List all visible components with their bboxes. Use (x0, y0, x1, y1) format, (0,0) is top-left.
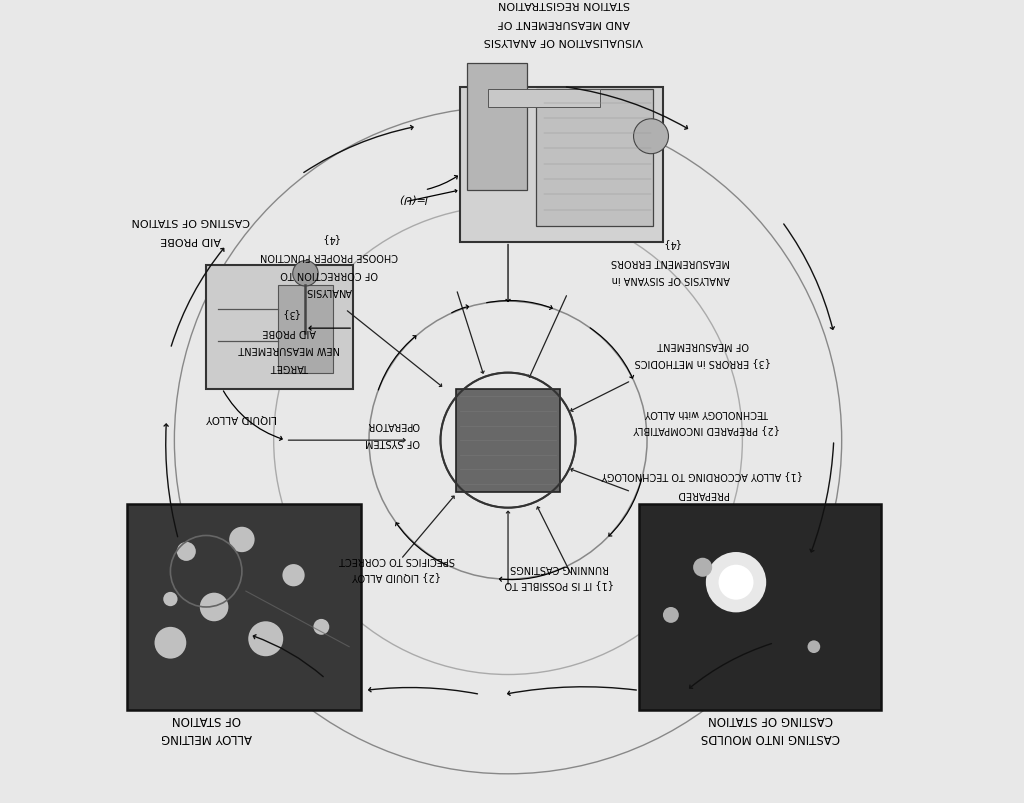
FancyBboxPatch shape (488, 90, 600, 108)
Text: OPERATOR: OPERATOR (367, 419, 419, 429)
Text: OF MEASUREMENT: OF MEASUREMENT (656, 340, 749, 350)
Text: SPECIFICS TO CORRECT: SPECIFICS TO CORRECT (339, 554, 455, 564)
FancyBboxPatch shape (536, 90, 653, 226)
Text: {4}: {4} (662, 239, 680, 249)
FancyBboxPatch shape (127, 504, 361, 711)
Circle shape (229, 527, 255, 552)
Circle shape (248, 622, 284, 656)
Circle shape (719, 565, 754, 600)
Text: OF STATION: OF STATION (172, 712, 241, 725)
Text: TECHNOLOGY with ALLOY: TECHNOLOGY with ALLOY (644, 407, 769, 418)
FancyBboxPatch shape (461, 88, 663, 243)
Text: OF CORRECTION TO: OF CORRECTION TO (281, 268, 378, 279)
Text: ALLOY MELTING: ALLOY MELTING (161, 730, 252, 744)
Circle shape (693, 558, 712, 577)
Text: {3}: {3} (281, 309, 299, 319)
Text: l=(U): l=(U) (398, 194, 427, 204)
Circle shape (155, 627, 186, 658)
Text: PREPARED: PREPARED (677, 488, 728, 498)
Text: RUNNING CASTINGS: RUNNING CASTINGS (510, 562, 609, 572)
Text: VISUALISATION OF ANALYSIS: VISUALISATION OF ANALYSIS (484, 36, 643, 46)
Text: AID PROBE: AID PROBE (263, 326, 316, 336)
Text: CASTING INTO MOULDS: CASTING INTO MOULDS (700, 730, 840, 744)
Text: MEASUREMENT ERRORS: MEASUREMENT ERRORS (611, 256, 730, 267)
Text: NEW MEASUREMENT: NEW MEASUREMENT (239, 344, 340, 354)
Circle shape (293, 261, 318, 287)
Text: AID PROBE: AID PROBE (160, 234, 220, 244)
Text: LIQUID ALLOY: LIQUID ALLOY (207, 413, 278, 423)
Text: TARGET: TARGET (270, 361, 308, 371)
Circle shape (313, 619, 330, 635)
Circle shape (200, 593, 228, 622)
Text: {4}: {4} (319, 234, 339, 243)
Text: AND MEASUREMENT OF: AND MEASUREMENT OF (498, 18, 630, 27)
Circle shape (634, 120, 669, 154)
Text: {1} ALLOY ACCORDING TO TECHNOLOGY: {1} ALLOY ACCORDING TO TECHNOLOGY (602, 471, 804, 481)
Text: STATION REGISTRATION: STATION REGISTRATION (498, 0, 630, 10)
Circle shape (663, 607, 679, 623)
Circle shape (177, 542, 196, 561)
Circle shape (808, 641, 820, 654)
Text: ANALYSIS OF SISYANA in: ANALYSIS OF SISYANA in (611, 274, 730, 284)
FancyBboxPatch shape (467, 63, 527, 190)
FancyBboxPatch shape (457, 389, 560, 492)
Text: CASTING OF STATION: CASTING OF STATION (708, 712, 833, 725)
Circle shape (283, 565, 305, 587)
FancyBboxPatch shape (278, 286, 333, 373)
Text: {1} IT IS POSSIBLE TO: {1} IT IS POSSIBLE TO (505, 580, 614, 589)
Text: {3} ERRORS in METHODICS: {3} ERRORS in METHODICS (635, 357, 771, 367)
Circle shape (163, 592, 177, 606)
Text: {2} PREPARED INCOMPATIBLY: {2} PREPARED INCOMPATIBLY (633, 425, 780, 434)
FancyBboxPatch shape (639, 504, 882, 711)
Text: CHOOSE PROPER FUNCTION: CHOOSE PROPER FUNCTION (260, 251, 398, 261)
Text: {2} LIQUID ALLOY: {2} LIQUID ALLOY (352, 572, 441, 581)
Text: CASTING OF STATION: CASTING OF STATION (131, 216, 250, 226)
FancyBboxPatch shape (206, 266, 353, 389)
Text: ANALYSIS: ANALYSIS (306, 286, 352, 296)
Text: OF SYSTEM: OF SYSTEM (366, 437, 420, 446)
Circle shape (706, 552, 766, 613)
